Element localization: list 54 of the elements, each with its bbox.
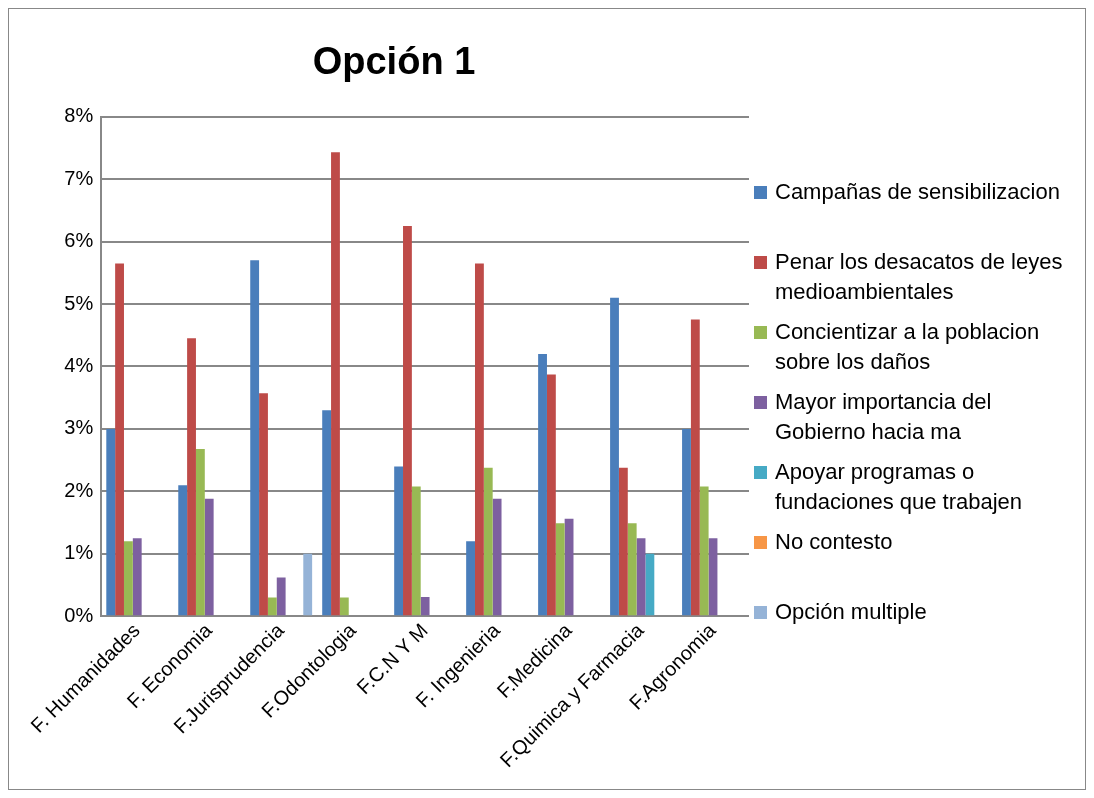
bar [492, 498, 502, 616]
bar [331, 152, 340, 616]
bar [690, 319, 700, 616]
bar [276, 577, 286, 616]
legend-label: Apoyar programas o fundaciones que trabajen [775, 458, 1024, 516]
y-tick-label: 5% [64, 291, 94, 314]
bar [204, 498, 214, 616]
bar [403, 225, 412, 616]
bar [259, 393, 268, 616]
bar [420, 596, 430, 616]
bar [699, 486, 709, 616]
bar [132, 538, 142, 616]
bar [483, 467, 493, 616]
bar [627, 523, 637, 616]
bar [115, 263, 124, 616]
chart-title: Opción 1 [312, 40, 476, 83]
y-tick-label: 6% [64, 229, 94, 252]
bar [322, 410, 332, 616]
bar [610, 297, 619, 616]
bar [555, 523, 565, 616]
bar [636, 538, 646, 616]
bar [339, 597, 349, 616]
y-tick-label: 2% [64, 478, 94, 501]
bar [394, 466, 404, 616]
bar [466, 541, 475, 616]
bar [645, 553, 655, 616]
legend-label: Concientizar a la poblacion sobre los daños [775, 318, 1041, 376]
y-tick-label: 0% [64, 603, 94, 626]
bar [123, 541, 133, 616]
bar [303, 553, 313, 616]
bar [178, 485, 188, 616]
bar [267, 597, 277, 616]
y-tick-label: 8% [64, 104, 94, 127]
bar [187, 338, 196, 616]
legend-label: No contesto [775, 528, 893, 556]
bar [106, 428, 116, 616]
y-tick-label: 4% [64, 353, 94, 376]
bar [564, 518, 574, 616]
bar [618, 467, 628, 616]
bar [411, 486, 421, 616]
bar [538, 353, 547, 616]
legend-label: Penar los desacatos de leyes medioambientales [775, 248, 1064, 306]
bar [708, 538, 718, 616]
legend-label: Opción multiple [775, 598, 927, 626]
bar [474, 263, 484, 616]
bar [250, 260, 260, 616]
legend-label: Mayor importancia del Gobierno hacia ma [775, 388, 993, 446]
legend-label: Campañas de sensibilizacion [775, 178, 1060, 206]
bar [682, 428, 691, 616]
y-tick-label: 1% [64, 541, 94, 564]
y-tick-label: 3% [64, 416, 94, 439]
bar [546, 374, 556, 616]
bar [195, 448, 205, 616]
y-tick-label: 7% [64, 166, 94, 189]
